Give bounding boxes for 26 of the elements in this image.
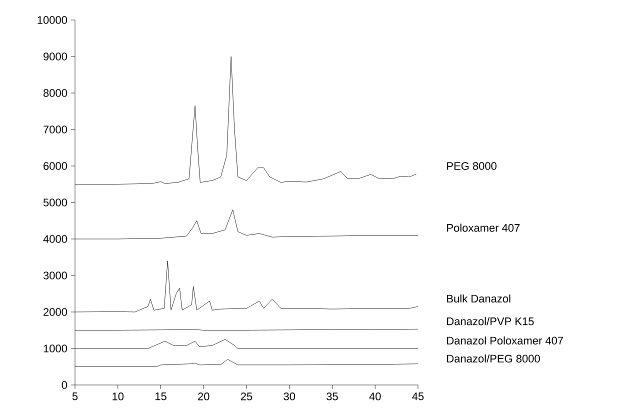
y-tick-label: 4000 — [43, 235, 68, 243]
text: Danazol/PVP K15 — [447, 317, 534, 326]
y-tick-label: 6000 — [44, 162, 68, 170]
x-tick-label: 5 — [72, 392, 78, 400]
y-tick-label: 3000 — [43, 272, 68, 280]
y-tick-label: 0 — [62, 381, 68, 389]
text: Poloxamer 407 — [447, 224, 520, 232]
text: Danazol/PEG 8000 — [447, 354, 540, 363]
x-tick-label: 30 — [284, 392, 296, 400]
x-tick-label: 20 — [198, 392, 210, 400]
x-tick-label: 10 — [112, 392, 124, 400]
y-tick-label: 10000 — [38, 16, 68, 24]
x-tick-label: 40 — [369, 392, 381, 400]
text: Danazol Poloxamer 407 — [447, 336, 564, 345]
x-tick-label: 35 — [326, 392, 338, 400]
x-tick-label: 25 — [240, 392, 252, 400]
text: PEG 8000 — [447, 162, 497, 170]
y-tick-label: 8000 — [43, 89, 68, 97]
y-tick-label: 1000 — [44, 344, 68, 352]
x-tick-label: 45 — [412, 392, 424, 400]
y-tick-label: 5000 — [43, 198, 68, 206]
y-tick-label: 2000 — [44, 308, 68, 316]
y-tick-label: 7000 — [44, 126, 68, 134]
x-tick-label: 15 — [155, 392, 166, 400]
y-tick-label: 9000 — [44, 52, 68, 60]
text: Bulk Danazol — [447, 294, 510, 303]
